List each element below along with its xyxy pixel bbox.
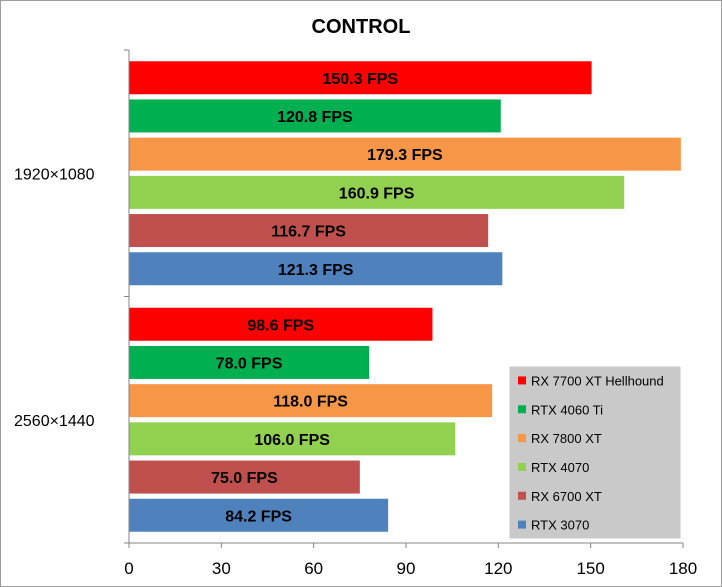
legend-swatch bbox=[518, 405, 526, 414]
data-label-1-3: 106.0 FPS bbox=[254, 432, 330, 449]
data-label-0-5: 121.3 FPS bbox=[278, 262, 354, 279]
legend-swatch bbox=[518, 491, 526, 500]
data-label-1-4: 75.0 FPS bbox=[211, 470, 278, 487]
x-tick-label: 90 bbox=[397, 559, 416, 578]
bar-0-1 bbox=[129, 99, 501, 133]
data-label-0-0: 150.3 FPS bbox=[322, 71, 398, 88]
legend-swatch bbox=[518, 376, 526, 385]
x-tick-label: 150 bbox=[576, 559, 604, 578]
bar-1-3 bbox=[129, 422, 456, 456]
legend-label: RX 7700 XT Hellhound bbox=[531, 373, 664, 388]
category-label: 1920×1080 bbox=[14, 166, 95, 183]
data-label-0-1: 120.8 FPS bbox=[277, 109, 353, 126]
legend-label: RTX 4070 bbox=[531, 460, 589, 475]
bar-1-0 bbox=[129, 307, 433, 341]
bar-0-5 bbox=[129, 252, 503, 286]
data-label-0-3: 160.9 FPS bbox=[339, 185, 415, 202]
legend-swatch bbox=[518, 434, 526, 443]
data-label-1-5: 84.2 FPS bbox=[225, 508, 292, 525]
legend-swatch bbox=[518, 462, 526, 471]
x-tick-label: 180 bbox=[669, 559, 697, 578]
bar-1-5 bbox=[129, 498, 389, 532]
legend-box bbox=[508, 365, 682, 540]
category-label: 2560×1440 bbox=[14, 413, 95, 430]
legend-label: RTX 3070 bbox=[531, 518, 589, 533]
bar-0-3 bbox=[129, 175, 625, 209]
x-tick-label: 60 bbox=[304, 559, 323, 578]
bar-0-2 bbox=[129, 137, 681, 171]
bar-1-4 bbox=[129, 460, 360, 494]
bar-1-1 bbox=[129, 345, 370, 379]
x-tick-label: 0 bbox=[124, 559, 133, 578]
legend-label: RX 7800 XT bbox=[531, 431, 602, 446]
axes-layer: 1920×1080 2560×1440 0 30 60 90 120 150 180 bbox=[14, 49, 697, 578]
x-tick-label: 30 bbox=[212, 559, 231, 578]
data-label-0-2: 179.3 FPS bbox=[367, 147, 443, 164]
x-tick-label: 120 bbox=[484, 559, 512, 578]
data-label-1-2: 118.0 FPS bbox=[273, 394, 348, 411]
legend-swatch bbox=[518, 520, 526, 529]
data-label-0-4: 116.7 FPS bbox=[271, 224, 346, 241]
legend-label: RX 6700 XT bbox=[531, 489, 602, 504]
legend-label: RTX 4060 Ti bbox=[531, 402, 603, 417]
bar-0-4 bbox=[129, 214, 489, 248]
bar-0-0 bbox=[129, 61, 592, 95]
chart-title: CONTROL bbox=[312, 16, 411, 38]
data-label-1-1: 78.0 FPS bbox=[216, 355, 283, 372]
bar-1-2 bbox=[129, 384, 493, 418]
legend: RX 7700 XT Hellhound RTX 4060 Ti RX 7800 X… bbox=[508, 365, 682, 540]
data-label-1-0: 98.6 FPS bbox=[247, 317, 314, 334]
bars-layer: 150.3 FPS 120.8 FPS 179.3 FPS 160.9 FPS 116.… bbox=[129, 61, 681, 532]
